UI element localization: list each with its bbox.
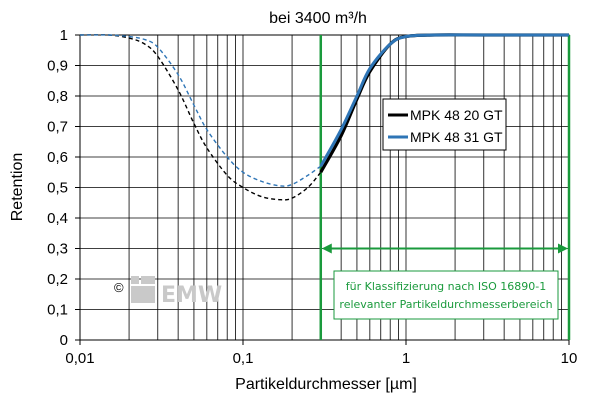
emw-watermark: © EMW — [114, 276, 222, 308]
y-tick-label-1: 0,1 — [47, 302, 68, 319]
iso-range-box: für Klassifizierung nach ISO 16890-1 rel… — [333, 270, 559, 320]
range-arrow-left-head — [321, 243, 332, 254]
y-tick-label-9: 0,9 — [47, 58, 68, 75]
series-mpk-48-20-gt-dashed-line — [79, 34, 322, 201]
series-mpk-48-31-gt-solid-line — [319, 33, 569, 167]
y-tick-label-7: 0,7 — [47, 119, 68, 136]
legend-label-mpk-48-31-gt: MPK 48 31 GT — [410, 129, 503, 145]
tick-labels: 0 0,1 0,2 0,3 0,4 0,5 0,6 0,7 0,8 0,9 1 0,01 0,1 1 10 — [47, 27, 577, 367]
y-tick-label-4: 0,4 — [47, 210, 68, 227]
iso-range-annotation — [319, 35, 571, 340]
x-tick-label-0: 0,01 — [65, 350, 94, 367]
iso-range-text-line-2: relevanter Partikeldurchmesserbereich — [339, 298, 552, 311]
emw-logo-icon — [131, 276, 155, 303]
y-tick-label-2: 0,2 — [47, 271, 68, 288]
x-tick-label-3: 10 — [561, 350, 578, 367]
legend-label-mpk-48-20-gt: MPK 48 20 GT — [410, 107, 503, 123]
y-axis-title: Retention — [9, 153, 26, 222]
series — [79, 33, 569, 201]
y-tick-label-10: 1 — [60, 27, 68, 44]
y-tick-label-5: 0,5 — [47, 180, 68, 197]
x-tick-label-2: 1 — [402, 350, 410, 367]
series-mpk-48-31-gt-dashed-line — [79, 34, 322, 187]
legend: MPK 48 20 GT MPK 48 31 GT — [382, 98, 507, 151]
y-tick-label-6: 0,6 — [47, 149, 68, 166]
y-tick-label-3: 0,3 — [47, 241, 68, 258]
y-tick-label-0: 0 — [60, 332, 68, 349]
iso-range-text-line-1: für Klassifizierung nach ISO 16890-1 — [346, 280, 546, 293]
chart-title: bei 3400 m³/h — [269, 10, 367, 27]
range-arrow-right-head — [558, 243, 568, 254]
watermark-text: EMW — [161, 283, 222, 308]
copyright-symbol: © — [114, 280, 124, 295]
x-tick-label-1: 0,1 — [233, 350, 254, 367]
y-tick-label-8: 0,8 — [47, 88, 68, 105]
x-axis-title: Partikeldurchmesser [µm] — [235, 376, 417, 393]
